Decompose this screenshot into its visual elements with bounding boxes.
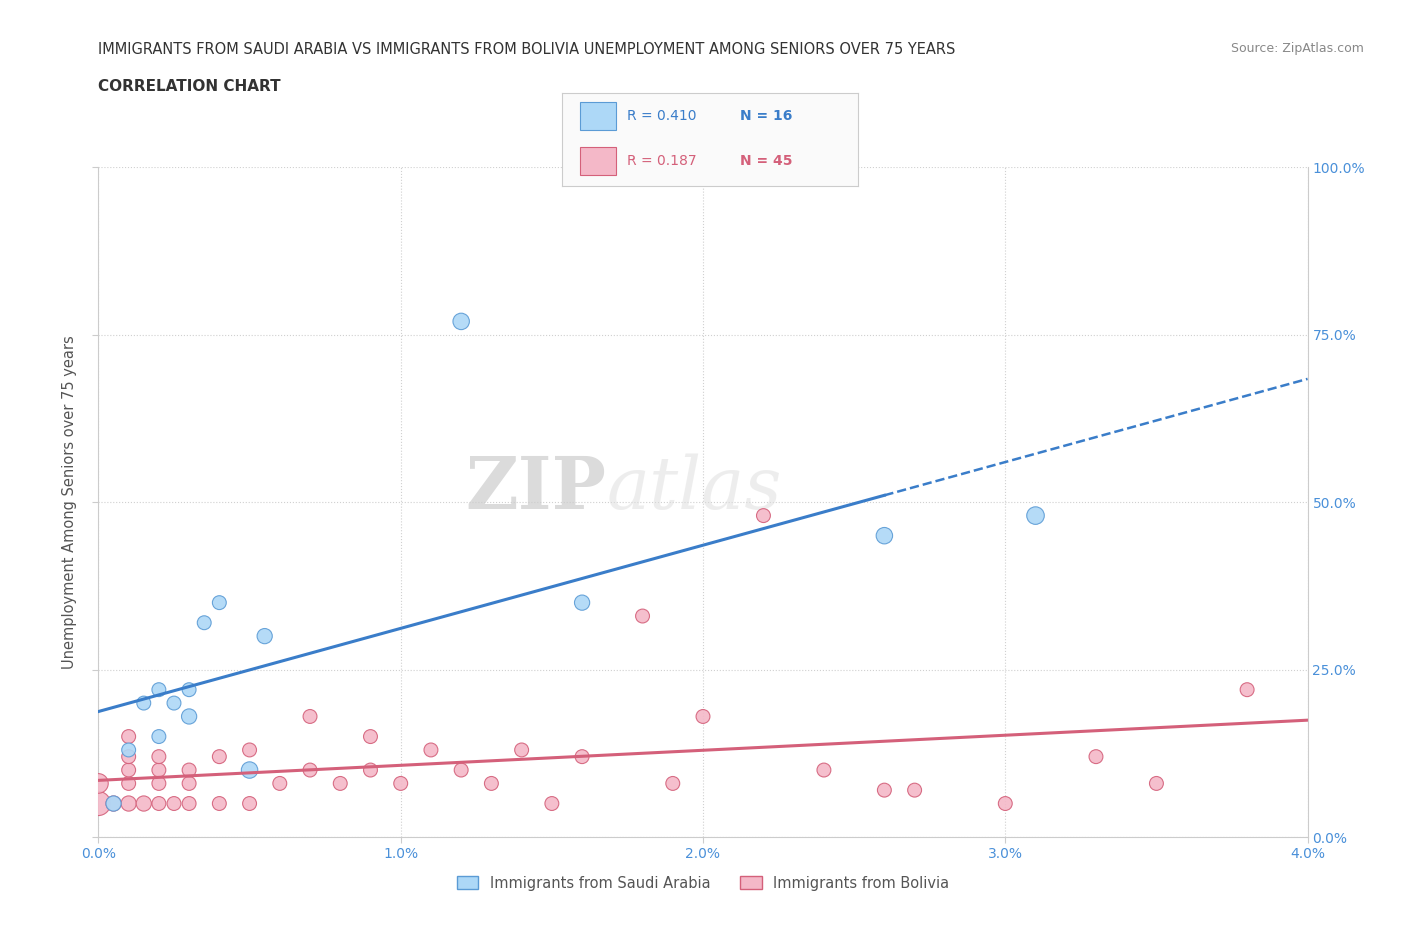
Point — [208, 796, 231, 811]
Point — [179, 776, 201, 790]
Point — [1025, 508, 1047, 523]
Point — [87, 796, 110, 811]
Point — [571, 750, 593, 764]
Point — [208, 595, 231, 610]
Text: R = 0.410: R = 0.410 — [627, 109, 697, 124]
Point — [269, 776, 291, 790]
Point — [1085, 750, 1108, 764]
Point — [360, 763, 382, 777]
Point — [193, 616, 215, 631]
Point — [148, 796, 170, 811]
Point — [208, 750, 231, 764]
Point — [118, 750, 141, 764]
Point — [904, 783, 927, 798]
Point — [148, 750, 170, 764]
Point — [179, 763, 201, 777]
Point — [873, 783, 896, 798]
Point — [148, 683, 170, 698]
Point — [389, 776, 412, 790]
Point — [253, 629, 276, 644]
Text: IMMIGRANTS FROM SAUDI ARABIA VS IMMIGRANTS FROM BOLIVIA UNEMPLOYMENT AMONG SENIO: IMMIGRANTS FROM SAUDI ARABIA VS IMMIGRAN… — [98, 42, 956, 57]
Text: atlas: atlas — [606, 454, 782, 525]
Point — [873, 528, 896, 543]
Text: CORRELATION CHART: CORRELATION CHART — [98, 79, 281, 94]
Point — [239, 742, 262, 757]
Point — [163, 696, 186, 711]
Point — [103, 796, 125, 811]
Point — [360, 729, 382, 744]
Point — [163, 796, 186, 811]
Point — [329, 776, 352, 790]
Point — [239, 796, 262, 811]
Point — [450, 763, 472, 777]
Point — [179, 796, 201, 811]
Text: N = 16: N = 16 — [740, 109, 792, 124]
Point — [118, 763, 141, 777]
Point — [148, 763, 170, 777]
Point — [752, 508, 775, 523]
Y-axis label: Unemployment Among Seniors over 75 years: Unemployment Among Seniors over 75 years — [62, 336, 77, 669]
Text: Source: ZipAtlas.com: Source: ZipAtlas.com — [1230, 42, 1364, 55]
Point — [692, 709, 714, 724]
Point — [118, 776, 141, 790]
Point — [239, 763, 262, 777]
Bar — [581, 102, 616, 130]
Point — [148, 729, 170, 744]
Point — [179, 709, 201, 724]
Point — [571, 595, 593, 610]
Point — [1146, 776, 1168, 790]
Text: R = 0.187: R = 0.187 — [627, 153, 697, 168]
Point — [420, 742, 443, 757]
Legend: Immigrants from Saudi Arabia, Immigrants from Bolivia: Immigrants from Saudi Arabia, Immigrants… — [451, 870, 955, 897]
Point — [299, 709, 322, 724]
Point — [179, 683, 201, 698]
Point — [299, 763, 322, 777]
Point — [132, 696, 155, 711]
Point — [118, 796, 141, 811]
Point — [87, 776, 110, 790]
Point — [118, 729, 141, 744]
Point — [450, 314, 472, 329]
Point — [481, 776, 503, 790]
Point — [661, 776, 683, 790]
Point — [631, 608, 654, 623]
Point — [813, 763, 835, 777]
Point — [132, 796, 155, 811]
Point — [1236, 683, 1258, 698]
Text: N = 45: N = 45 — [740, 153, 792, 168]
Text: ZIP: ZIP — [465, 453, 606, 525]
Point — [540, 796, 562, 811]
Point — [148, 776, 170, 790]
Point — [103, 796, 125, 811]
Point — [510, 742, 533, 757]
Point — [994, 796, 1017, 811]
Point — [118, 742, 141, 757]
Bar — [581, 147, 616, 175]
